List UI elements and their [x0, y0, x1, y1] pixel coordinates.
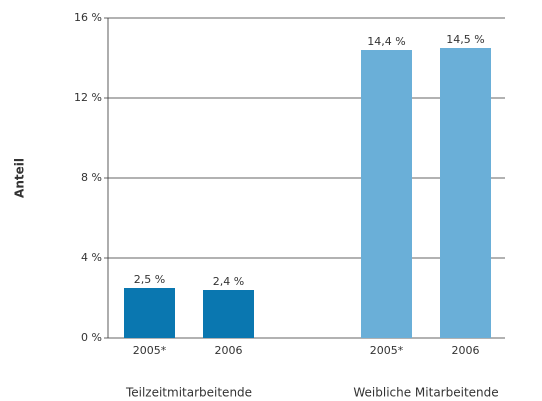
y-tick-label: 8 %: [81, 171, 102, 184]
bar: [203, 290, 254, 338]
group-label: Weibliche Mitarbeitende: [353, 386, 498, 400]
y-tick-label: 0 %: [81, 331, 102, 344]
x-tick-label: 2006: [452, 344, 480, 357]
x-tick-label: 2006: [215, 344, 243, 357]
bar: [124, 288, 175, 338]
value-label: 14,4 %: [367, 35, 405, 48]
y-axis-label: Anteil: [13, 158, 27, 198]
y-tick-label: 4 %: [81, 251, 102, 264]
x-tick-label: 2005*: [370, 344, 404, 357]
bar: [361, 50, 412, 338]
group-label: Teilzeitmitarbeitende: [125, 386, 252, 400]
y-tick-label: 16 %: [74, 11, 102, 24]
value-label: 14,5 %: [446, 33, 484, 46]
value-label: 2,5 %: [134, 273, 165, 286]
bar: [440, 48, 491, 338]
value-label: 2,4 %: [213, 275, 244, 288]
y-tick-label: 12 %: [74, 91, 102, 104]
x-tick-label: 2005*: [133, 344, 167, 357]
